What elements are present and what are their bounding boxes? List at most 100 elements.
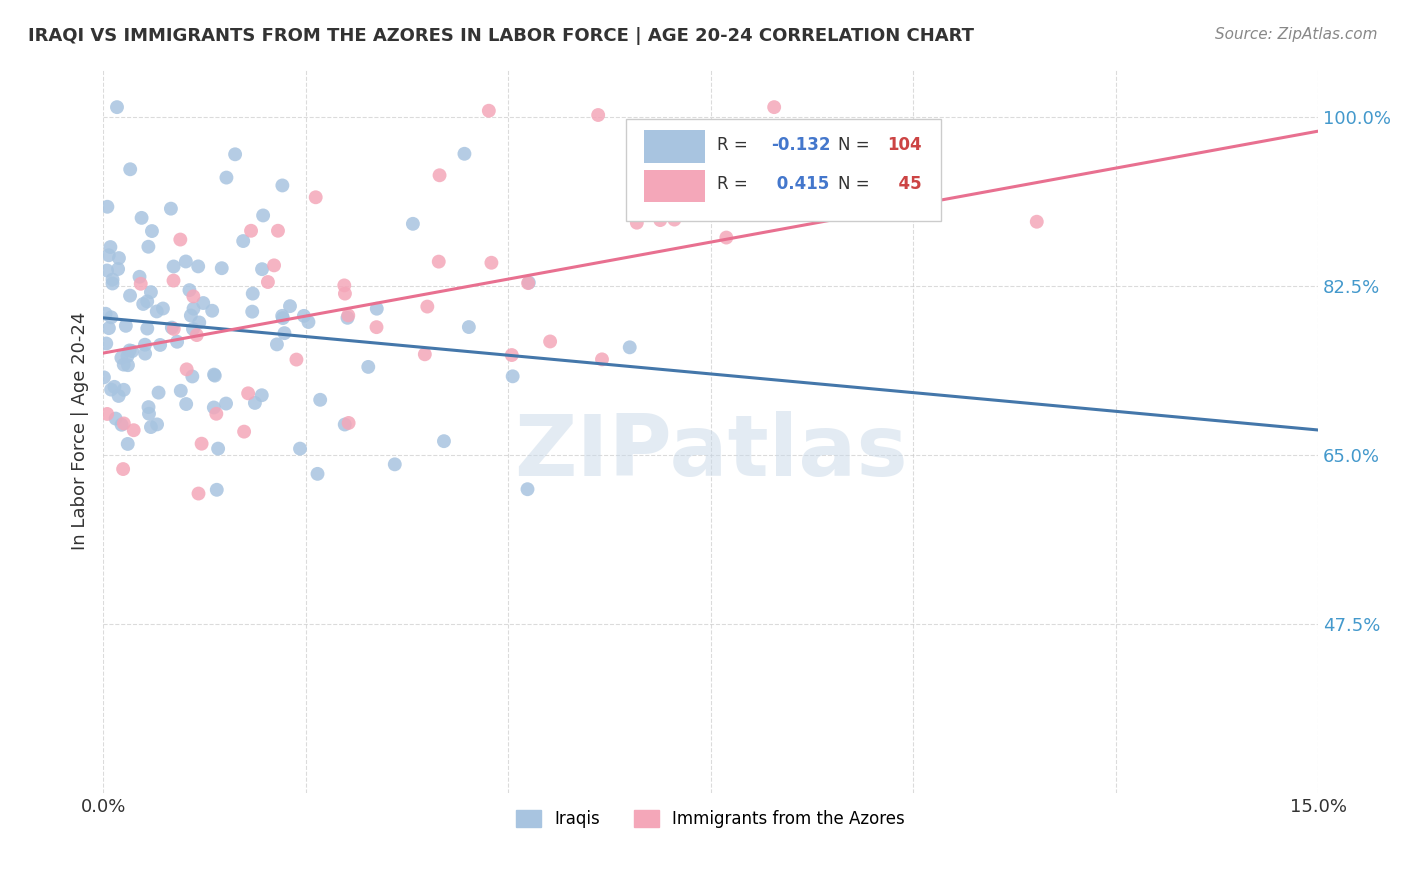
Point [141,224,163,238]
Point [236,386,259,401]
Point [429,169,451,183]
Point [243,396,266,410]
Point [650,213,672,227]
Point [780,197,803,211]
Point [93,370,115,384]
Point [366,301,388,316]
Text: R =: R = [717,136,752,153]
Point [100,383,122,397]
Point [285,352,308,367]
Point [267,224,290,238]
Point [166,334,188,349]
Legend: Iraqis, Immigrants from the Azores: Iraqis, Immigrants from the Azores [510,804,911,835]
Point [242,286,264,301]
Point [169,233,191,247]
Point [626,216,648,230]
Text: 104: 104 [887,136,921,153]
Point [117,349,139,363]
Point [112,383,135,397]
Point [202,401,225,415]
Point [240,224,263,238]
Point [96,263,118,277]
Point [586,108,609,122]
Point [110,417,132,432]
Point [190,436,212,450]
Point [112,417,135,431]
Point [288,442,311,456]
Point [357,359,380,374]
Point [257,275,280,289]
Point [224,147,246,161]
Point [108,251,131,265]
Point [101,277,124,291]
Point [110,351,132,365]
Point [181,322,204,336]
Point [413,347,436,361]
Point [763,100,786,114]
Text: ZIPatlas: ZIPatlas [513,411,907,494]
Point [148,385,170,400]
Point [453,146,475,161]
Point [502,369,524,384]
Point [138,400,160,414]
Point [309,392,332,407]
Point [183,289,205,303]
Point [305,190,328,204]
Point [205,483,228,497]
Point [112,358,135,372]
Point [202,368,225,382]
Point [117,358,139,372]
Point [163,322,186,336]
Point [193,296,215,310]
Point [271,309,294,323]
Point [97,248,120,262]
Point [252,209,274,223]
Point [138,407,160,421]
Point [100,310,122,325]
Point [232,234,254,248]
Point [384,458,406,472]
Point [402,217,425,231]
Point [215,396,238,410]
Point [136,294,159,309]
Point [180,309,202,323]
Point [538,334,561,349]
Point [501,348,523,362]
Point [145,304,167,318]
Point [263,259,285,273]
Text: N =: N = [838,176,875,194]
Point [481,256,503,270]
Point [271,178,294,193]
Point [1025,215,1047,229]
Point [457,320,479,334]
Point [664,212,686,227]
Point [176,362,198,376]
Point [96,200,118,214]
Text: Source: ZipAtlas.com: Source: ZipAtlas.com [1215,27,1378,42]
Point [211,261,233,276]
Point [107,389,129,403]
Point [107,262,129,277]
Point [138,240,160,254]
Point [118,343,141,358]
Point [160,320,183,334]
Point [162,260,184,274]
Point [174,397,197,411]
Point [128,269,150,284]
Point [179,283,201,297]
Point [240,304,263,318]
FancyBboxPatch shape [644,169,704,202]
Point [619,340,641,354]
Point [134,346,156,360]
Point [160,202,183,216]
FancyBboxPatch shape [626,120,942,220]
Point [278,299,301,313]
Point [101,272,124,286]
Point [516,482,538,496]
Point [94,307,117,321]
Point [136,321,159,335]
Point [112,462,135,476]
Point [266,337,288,351]
Point [271,311,294,326]
Text: 0.415: 0.415 [772,176,830,194]
